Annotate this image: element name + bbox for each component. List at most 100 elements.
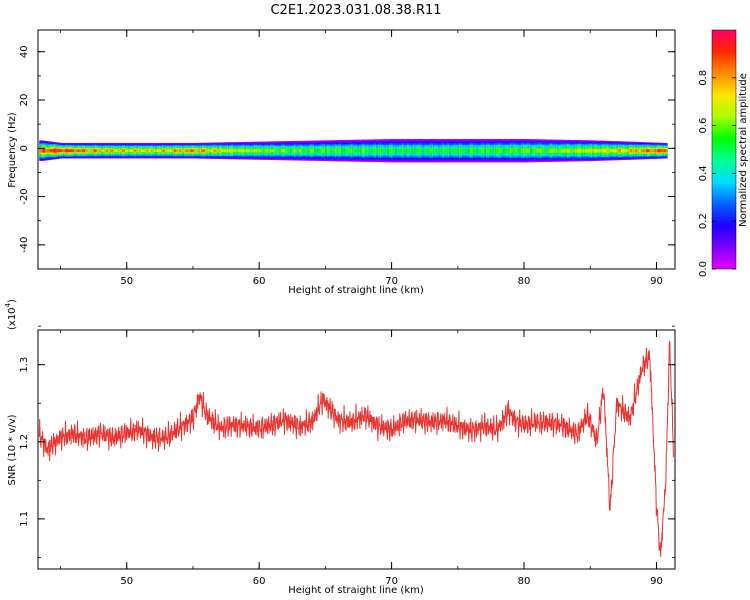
band-cell (187, 149, 190, 153)
band-cell (628, 149, 632, 153)
band-cell (433, 148, 436, 153)
snr-y-multiplier: (x104) (4, 299, 18, 330)
band-cell (446, 148, 449, 153)
band-cell (633, 149, 636, 153)
band-cell (179, 149, 182, 153)
band-cell (142, 149, 145, 153)
band-cell (574, 148, 577, 153)
snr-y-ticks: 1.1 1.2 1.3 (19, 325, 675, 558)
band-cell (396, 148, 399, 153)
band-cell (568, 148, 571, 153)
band-cell (107, 149, 110, 153)
band-cell (104, 149, 107, 153)
band-cell (474, 148, 477, 153)
band-cell (56, 149, 59, 153)
band-cell (158, 149, 161, 153)
band-cell (207, 149, 210, 153)
spectrogram-y-tick-label: 20 (19, 94, 30, 107)
snr-x-tick-label: 80 (518, 576, 531, 587)
spectrogram-x-tick-label: 70 (385, 276, 398, 287)
band-cell (63, 149, 66, 153)
band-cell (230, 149, 233, 153)
band-cell (153, 149, 156, 153)
band-cell (338, 148, 341, 153)
band-cell (609, 148, 612, 153)
band-cell (133, 149, 136, 153)
band-cell (659, 149, 662, 153)
band-cell (430, 148, 433, 153)
band-cell (91, 149, 94, 153)
snr-y-tick-label: 1.2 (19, 434, 30, 450)
band-cell (420, 148, 423, 153)
band-cell (293, 148, 296, 153)
band-cell (595, 148, 598, 153)
band-cell (662, 149, 665, 153)
band-cell (102, 149, 105, 153)
band-cell (641, 149, 644, 153)
band-cell (613, 148, 616, 153)
band-cell (562, 148, 565, 153)
band-cell (234, 149, 237, 153)
colorbar-gradient (711, 29, 737, 270)
band-cell (82, 149, 85, 153)
band-cell (183, 149, 187, 153)
band-cell (560, 148, 563, 153)
band-cell (528, 148, 531, 153)
band-cell (366, 148, 369, 153)
band-cell (236, 149, 239, 153)
band-cell (485, 148, 488, 153)
band-cell (492, 148, 495, 153)
band-cell (164, 149, 167, 153)
band-cell (477, 148, 481, 153)
snr-plot-area (38, 330, 675, 569)
band-cell (242, 149, 245, 153)
band-cell (619, 148, 622, 153)
band-cell (334, 148, 338, 153)
band-cell (177, 149, 180, 153)
band-cell (304, 148, 307, 153)
band-cell (106, 149, 109, 153)
band-cell (541, 148, 544, 153)
band-cell (39, 148, 42, 153)
band-cell (156, 149, 160, 153)
colorbar-ticks: 0.0 0.2 0.4 0.6 0.8 (698, 70, 736, 277)
svg-text:(x104): (x104) (4, 299, 18, 330)
band-cell (393, 148, 396, 153)
band-cell (136, 149, 139, 153)
band-cell (620, 148, 624, 153)
band-cell (175, 149, 179, 153)
band-cell (395, 148, 398, 153)
band-cell (323, 148, 326, 153)
band-cell (315, 148, 318, 153)
band-cell (117, 149, 120, 153)
band-cell (455, 148, 458, 153)
snr-x-tick-label: 70 (385, 576, 398, 587)
spectrogram-y-label: Frequency (Hz) (7, 112, 18, 188)
band-cell (126, 149, 129, 153)
band-cell (233, 149, 236, 153)
band-cell (292, 148, 295, 153)
spectral-band (39, 139, 668, 163)
band-cell (365, 148, 368, 153)
band-cell (45, 148, 48, 153)
band-cell (298, 148, 301, 153)
band-cell (450, 148, 454, 153)
band-cell (374, 148, 377, 153)
band-cell (182, 149, 185, 153)
band-cell (376, 148, 379, 153)
band-cell (384, 148, 387, 153)
band-cell (188, 149, 191, 153)
band-cell (535, 148, 538, 153)
band-cell (231, 149, 234, 153)
band-cell (141, 149, 144, 153)
band-cell (206, 149, 209, 153)
band-cell (581, 148, 584, 153)
band-cell (249, 149, 252, 153)
band-cell (655, 149, 659, 153)
spectrogram-x-tick-label: 90 (650, 276, 663, 287)
band-cell (638, 149, 641, 153)
band-cell (58, 149, 61, 153)
band-cell (280, 148, 283, 153)
band-cell (388, 148, 392, 153)
band-cell (131, 149, 134, 153)
